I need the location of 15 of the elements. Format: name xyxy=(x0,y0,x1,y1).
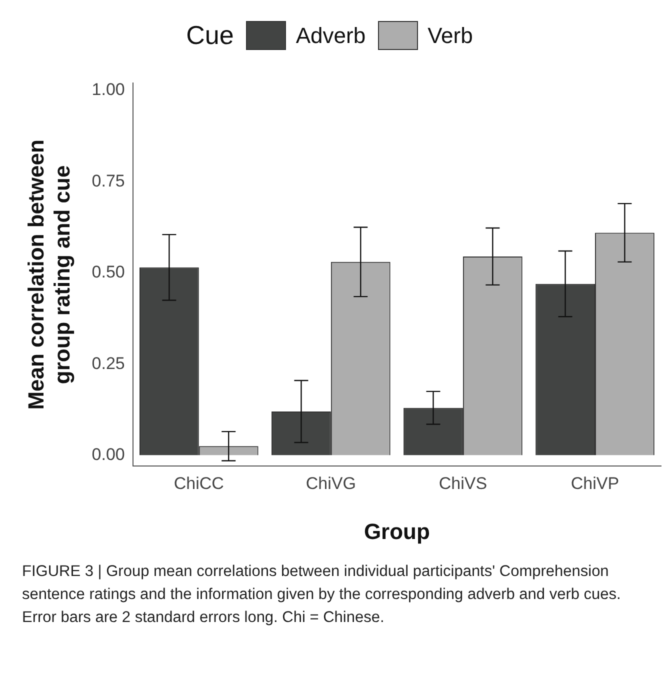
legend-label: Adverb xyxy=(296,22,366,48)
legend-label: Verb xyxy=(428,22,473,48)
y-tick-label: 0.50 xyxy=(92,262,125,282)
x-tick-label: ChiVS xyxy=(438,474,488,494)
y-tick-label: 0.25 xyxy=(92,354,125,373)
y-tick-label: 0.75 xyxy=(92,171,125,190)
x-tick-label: ChiVG xyxy=(306,474,356,494)
y-axis-title: Mean correlation between group rating and cue xyxy=(23,140,75,410)
y-tick-label: 0.00 xyxy=(92,444,125,464)
caption: FIGURE 3 | Group mean correlations between individual participants' Comprehension sentence ratings and the information given by the corresponding adverb and verb cues. Error bars are 2 standard errors long. Chi = Chinese. xyxy=(22,562,622,628)
y-tick-label: 1.00 xyxy=(92,80,125,100)
legend-title: Cue xyxy=(186,20,234,51)
x-tick-label: ChiCC xyxy=(174,474,224,494)
x-axis-title: Group xyxy=(364,518,430,544)
x-tick-label: ChiVP xyxy=(570,474,620,494)
